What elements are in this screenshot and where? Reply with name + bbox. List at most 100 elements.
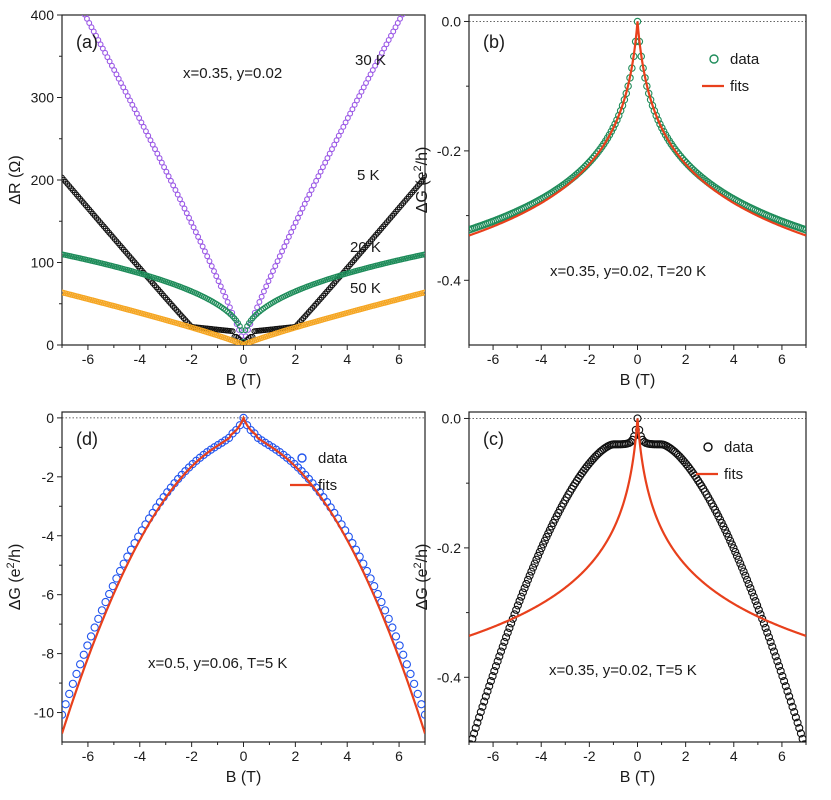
data-point — [131, 106, 138, 113]
x-tick-label: 2 — [291, 351, 299, 367]
legend-data-marker — [703, 442, 713, 452]
data-point — [528, 563, 538, 572]
panel-label: (a) — [76, 32, 98, 52]
data-point — [417, 700, 425, 709]
data-point — [86, 632, 96, 641]
data-point — [615, 111, 623, 120]
legend-data-marker — [709, 54, 719, 64]
data-point — [724, 533, 733, 542]
data-point — [322, 159, 329, 166]
data-point — [391, 632, 401, 641]
data-point — [470, 729, 479, 738]
data-point — [304, 196, 310, 203]
data-point — [308, 187, 315, 193]
data-point — [238, 341, 245, 345]
fit-line — [469, 418, 806, 637]
data-point — [746, 584, 755, 593]
data-point — [140, 123, 147, 130]
data-point — [172, 187, 179, 193]
data-point — [736, 559, 745, 568]
x-tick-label: 0 — [634, 351, 642, 367]
data-point — [192, 229, 199, 236]
data-point — [197, 238, 204, 245]
x-tick-label: 0 — [240, 748, 248, 764]
data-point — [731, 547, 740, 556]
x-axis-label: B (T) — [620, 769, 656, 786]
data-point — [333, 137, 340, 144]
data-point — [656, 120, 664, 128]
y-axis-label: ΔR (Ω) — [7, 155, 24, 204]
data-point — [127, 97, 134, 104]
data-point — [292, 219, 299, 226]
data-point — [374, 58, 381, 65]
data-point — [513, 601, 522, 610]
y-tick-label: -0.2 — [437, 540, 461, 556]
data-point — [654, 116, 662, 124]
data-point — [260, 288, 267, 295]
data-point — [469, 734, 477, 742]
data-point — [165, 173, 172, 180]
data-point — [764, 633, 773, 642]
data-point — [795, 723, 804, 733]
data-point — [774, 662, 784, 671]
data-point — [790, 708, 799, 717]
data-point — [306, 191, 313, 198]
data-point — [353, 97, 360, 104]
series-label: 20 K — [350, 239, 381, 256]
annotation-text: x=0.35, y=0.02 — [183, 65, 282, 82]
series-label: 30 K — [355, 52, 386, 69]
y-tick-label: -10 — [34, 705, 54, 721]
x-tick-label: -4 — [134, 351, 147, 367]
data-point — [102, 49, 109, 56]
data-point — [786, 697, 795, 706]
data-point — [145, 132, 152, 139]
data-point — [335, 132, 342, 139]
data-point — [498, 642, 507, 651]
data-point — [254, 304, 261, 311]
data-point — [486, 677, 495, 686]
data-point — [758, 614, 767, 623]
y-axis-label-superscript: 2 — [412, 562, 424, 568]
y-tick-label: 100 — [31, 255, 55, 271]
data-point — [726, 536, 735, 545]
y-tick-label: -2 — [42, 469, 55, 485]
data-point — [324, 155, 331, 162]
data-point — [338, 128, 345, 135]
data-point — [520, 584, 529, 593]
plot-frame — [61, 411, 426, 743]
data-point — [778, 672, 787, 681]
data-point — [190, 224, 197, 231]
y-tick-label: -0.4 — [437, 272, 461, 288]
data-point — [206, 258, 213, 265]
data-point — [62, 289, 65, 296]
data-point — [239, 413, 248, 423]
x-tick-label: -6 — [82, 351, 95, 367]
series-label: 5 K — [357, 167, 380, 184]
data-point — [301, 200, 308, 207]
data-point — [420, 710, 425, 719]
y-tick-label: -4 — [42, 528, 55, 544]
data-point — [149, 141, 156, 148]
data-point — [402, 660, 411, 669]
data-point — [500, 637, 509, 647]
data-point — [766, 637, 775, 647]
data-point — [297, 210, 304, 217]
data-point — [422, 174, 425, 181]
y-tick-label: 300 — [31, 90, 55, 106]
data-point — [399, 15, 406, 18]
y-axis-label: ΔG (e2/h) — [412, 544, 431, 611]
data-point — [607, 127, 616, 136]
data-point — [285, 233, 292, 240]
y-tick-label: -6 — [42, 587, 55, 603]
data-point — [658, 124, 666, 132]
x-tick-label: -2 — [185, 748, 198, 764]
data-point — [406, 669, 415, 679]
data-point — [384, 614, 393, 623]
data-point — [201, 248, 208, 255]
data-point — [124, 93, 131, 100]
x-tick-label: 4 — [730, 351, 738, 367]
data-point — [236, 326, 242, 333]
y-axis-label-tail: /h) — [7, 544, 24, 563]
data-point — [281, 243, 288, 250]
data-point — [179, 200, 186, 207]
